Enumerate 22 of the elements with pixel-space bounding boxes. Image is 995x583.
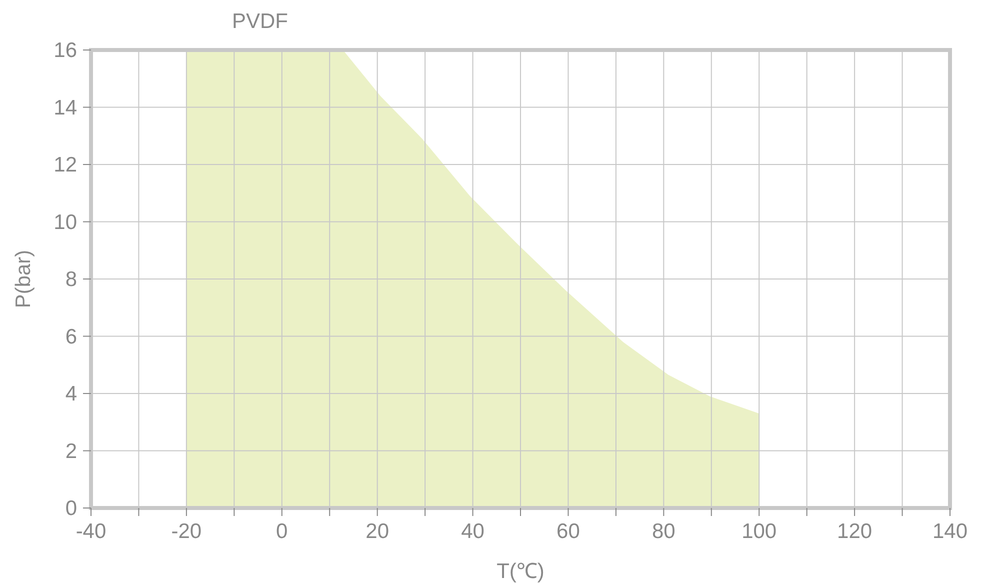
- y-tick-label: 10: [54, 210, 77, 234]
- x-tick-label: 60: [556, 520, 580, 543]
- y-tick-label: 14: [54, 96, 78, 120]
- x-axis-title: T(℃): [496, 560, 544, 583]
- y-tick-label: 2: [65, 440, 77, 463]
- x-tick-label: 20: [366, 520, 390, 543]
- x-tick-label: 0: [276, 520, 288, 543]
- x-tick-label: 100: [742, 520, 777, 543]
- y-tick-label: 0: [65, 497, 77, 520]
- y-tick-label: 16: [54, 39, 77, 62]
- y-tick-label: 6: [65, 325, 77, 348]
- x-tick-label: -20: [171, 520, 202, 543]
- x-tick-label: 120: [837, 520, 872, 543]
- y-tick-label: 4: [65, 382, 78, 406]
- x-tick-label: 40: [461, 520, 484, 543]
- y-tick-label: 8: [65, 268, 77, 291]
- y-tick-label: 12: [54, 154, 77, 176]
- x-tick-label: 140: [932, 520, 968, 543]
- x-tick-label: -40: [76, 520, 106, 543]
- y-axis-title: P(bar): [12, 250, 35, 308]
- x-tick-label: 80: [652, 520, 676, 543]
- chart-title: PVDF: [232, 10, 288, 33]
